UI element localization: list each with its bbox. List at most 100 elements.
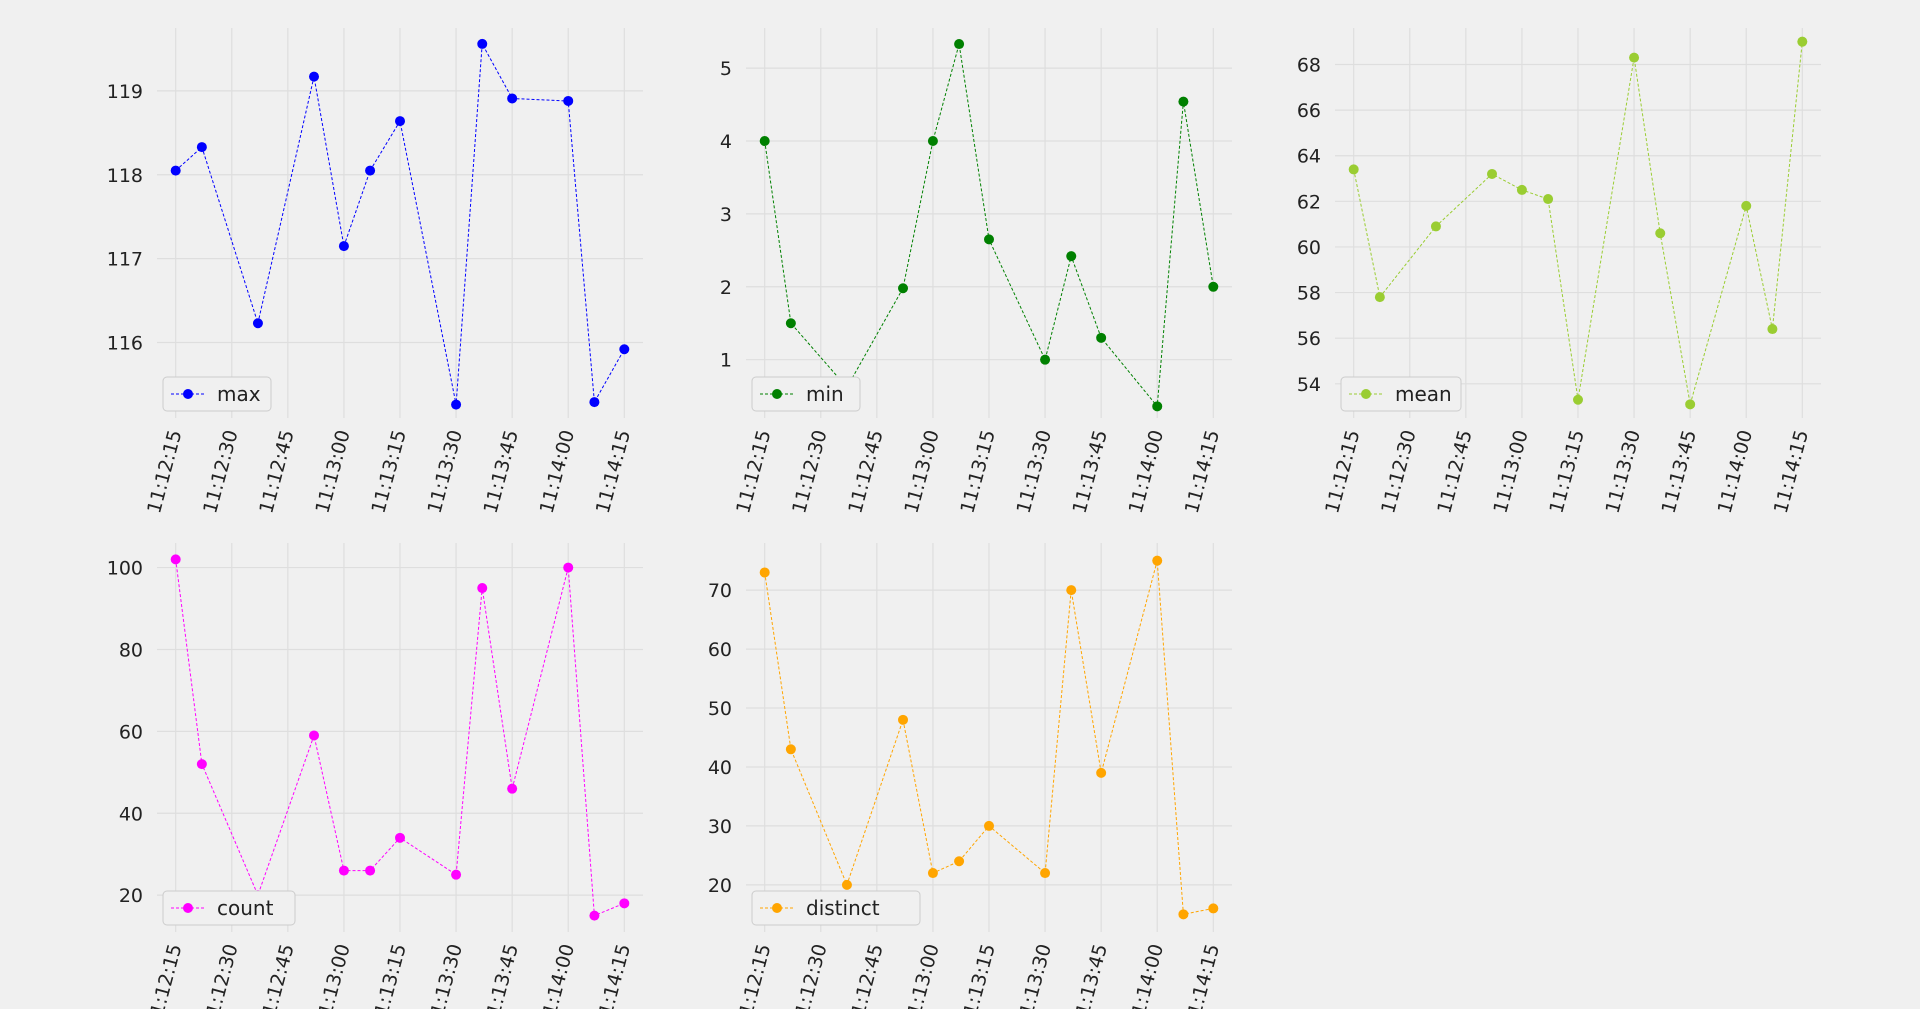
data-point [1208, 281, 1219, 292]
x-tick-label: 11:13:45 [1069, 428, 1112, 516]
y-tick-label: 119 [107, 81, 143, 103]
y-tick-label: 3 [720, 204, 732, 226]
data-point [1543, 194, 1554, 205]
x-tick-label: 11:12:30 [199, 942, 242, 1009]
legend-marker [1361, 389, 1371, 399]
x-tick-label: 11:13:45 [480, 942, 523, 1009]
y-tick-label: 20 [708, 875, 732, 897]
legend-marker [772, 389, 782, 399]
data-point [338, 241, 349, 252]
data-point [507, 93, 518, 104]
y-tick-label: 60 [708, 639, 732, 661]
chart-min: 1 2 3 4 5 11:12:15 11:12:30 11:12:45 11:13:00 11:… [720, 28, 1232, 516]
x-tick-label: 11:13:30 [1013, 428, 1056, 516]
y-tick-label: 56 [1297, 328, 1321, 350]
data-point [984, 820, 994, 831]
data-point [196, 142, 207, 153]
y-tick-label: 80 [119, 639, 143, 661]
x-tick-label: 11:13:30 [424, 428, 467, 516]
legend-marker [183, 903, 193, 913]
data-point [785, 318, 796, 329]
y-tick-label: 1 [720, 350, 732, 372]
x-tick-label: 11:12:15 [143, 942, 186, 1009]
data-point [759, 135, 770, 146]
data-point [1573, 394, 1583, 405]
data-point [1487, 168, 1498, 179]
data-point [1208, 903, 1219, 914]
data-point [309, 71, 320, 82]
y-tick-label: 54 [1297, 374, 1321, 396]
x-tick-label: 11:14:00 [1714, 428, 1757, 516]
x-tick-label: 11:12:45 [1433, 428, 1476, 516]
x-tick-label: 11:13:15 [956, 942, 999, 1009]
data-point [1152, 555, 1163, 566]
x-tick-label: 11:14:15 [1770, 428, 1813, 516]
x-tick-label: 11:13:45 [480, 428, 523, 516]
x-tick-label: 11:13:30 [1602, 428, 1645, 516]
x-tick-label: 11:12:30 [199, 428, 242, 516]
data-point [1685, 399, 1696, 410]
data-point [589, 397, 600, 408]
y-tick-label: 5 [720, 58, 732, 80]
legend-marker [183, 389, 193, 399]
x-tick-label: 11:12:45 [844, 428, 887, 516]
x-tick-label: 11:14:15 [592, 428, 635, 516]
data-point [619, 344, 630, 355]
y-tick-label: 70 [708, 580, 732, 602]
data-point [927, 868, 938, 879]
data-point [395, 116, 405, 127]
x-tick-label: 11:13:00 [311, 942, 354, 1009]
data-point [309, 730, 320, 741]
data-point [451, 869, 462, 880]
y-tick-label: 66 [1297, 100, 1321, 122]
x-tick-label: 11:12:15 [732, 428, 775, 516]
y-tick-label: 116 [107, 333, 143, 355]
data-point [1096, 767, 1107, 778]
data-point [196, 759, 207, 770]
x-tick-label: 11:13:00 [900, 942, 943, 1009]
legend-marker [772, 903, 782, 913]
x-tick-label: 11:13:00 [1489, 428, 1532, 516]
data-point [1040, 868, 1051, 879]
data-point [1348, 164, 1359, 175]
y-tick-label: 40 [119, 803, 143, 825]
x-tick-label: 11:13:00 [311, 428, 354, 516]
x-tick-label: 11:12:45 [255, 428, 298, 516]
legend-label: max [217, 382, 261, 406]
x-tick-label: 11:13:15 [367, 942, 410, 1009]
legend-box [751, 890, 921, 926]
data-point [477, 583, 488, 594]
data-point [759, 567, 770, 578]
data-point [1178, 909, 1189, 920]
data-point [841, 879, 852, 890]
data-point [1741, 200, 1752, 211]
x-tick-label: 11:12:30 [788, 942, 831, 1009]
x-tick-label: 11:14:00 [1125, 428, 1168, 516]
data-point [927, 135, 938, 146]
data-point [338, 865, 349, 876]
y-tick-label: 40 [708, 757, 732, 779]
legend-label: count [217, 896, 274, 920]
x-tick-label: 11:12:45 [255, 942, 298, 1009]
data-point [1797, 36, 1808, 47]
data-point [785, 744, 796, 755]
data-point [365, 865, 376, 876]
y-tick-label: 30 [708, 816, 732, 838]
data-point [954, 856, 965, 867]
y-tick-label: 117 [107, 249, 143, 271]
data-point [1629, 52, 1640, 63]
y-tick-label: 118 [107, 165, 143, 187]
data-point [477, 38, 488, 49]
data-point [898, 714, 909, 725]
data-point [1767, 324, 1778, 335]
data-point [252, 318, 263, 329]
data-point [563, 95, 574, 106]
x-tick-label: 11:13:00 [900, 428, 943, 516]
x-tick-label: 11:13:45 [1658, 428, 1701, 516]
data-point [1655, 228, 1666, 239]
chart-mean: 54 56 58 60 62 64 66 68 11:12:15 11:12:30 11:12:45… [1297, 28, 1821, 516]
data-point [1152, 401, 1163, 412]
x-tick-label: 11:12:15 [143, 428, 186, 516]
legend-box [162, 890, 296, 926]
x-tick-label: 11:12:15 [732, 942, 775, 1009]
